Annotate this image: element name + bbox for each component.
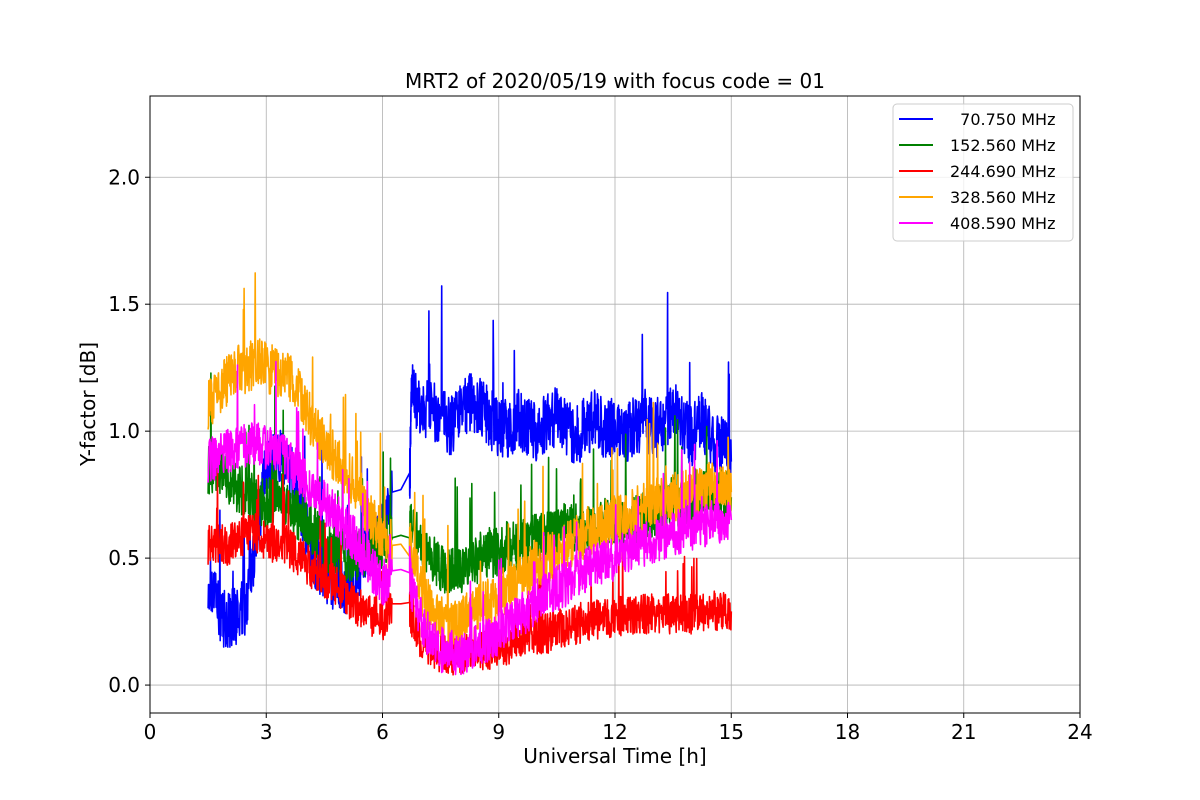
legend-items: 70.750 MHz 152.560 MHz 244.690 MHz 328.560 … xyxy=(899,110,1055,233)
x-tick-label: 15 xyxy=(719,720,744,744)
y-tick-label: 0.0 xyxy=(108,673,140,697)
legend-label: 152.560 MHz xyxy=(950,136,1055,155)
y-axis-ticks: 0.0 0.5 1.0 1.5 2.0 xyxy=(108,165,150,697)
legend-label: 70.750 MHz xyxy=(950,110,1055,129)
legend-label: 328.560 MHz xyxy=(950,188,1055,207)
legend-item: 408.590 MHz xyxy=(899,214,1055,233)
legend-label: 408.590 MHz xyxy=(950,214,1055,233)
series-lines xyxy=(207,272,733,676)
legend-label: 244.690 MHz xyxy=(950,162,1055,181)
chart-title: MRT2 of 2020/05/19 with focus code = 01 xyxy=(405,69,825,93)
legend-item: 152.560 MHz xyxy=(899,136,1055,155)
x-axis-ticks: 0 3 6 9 12 15 18 21 24 xyxy=(144,713,1093,744)
y-tick-label: 1.5 xyxy=(108,292,140,316)
x-axis-label: Universal Time [h] xyxy=(523,744,706,768)
series-line-4 xyxy=(207,360,733,676)
x-tick-label: 6 xyxy=(376,720,389,744)
x-tick-label: 21 xyxy=(951,720,976,744)
y-axis-label: Y-factor [dB] xyxy=(76,342,100,467)
x-tick-label: 18 xyxy=(835,720,860,744)
y-tick-label: 0.5 xyxy=(108,546,140,570)
x-tick-label: 24 xyxy=(1067,720,1092,744)
legend-item: 244.690 MHz xyxy=(899,162,1055,181)
legend: 70.750 MHz 152.560 MHz 244.690 MHz 328.560 … xyxy=(892,103,1074,242)
y-tick-label: 2.0 xyxy=(108,165,140,189)
y-tick-label: 1.0 xyxy=(108,419,140,443)
x-tick-label: 3 xyxy=(260,720,273,744)
x-tick-label: 0 xyxy=(144,720,157,744)
legend-item: 328.560 MHz xyxy=(899,188,1055,207)
series-line-3 xyxy=(207,272,733,655)
x-tick-label: 9 xyxy=(492,720,505,744)
x-tick-label: 12 xyxy=(602,720,627,744)
legend-box xyxy=(892,103,1074,242)
legend-item: 70.750 MHz xyxy=(899,110,1055,129)
